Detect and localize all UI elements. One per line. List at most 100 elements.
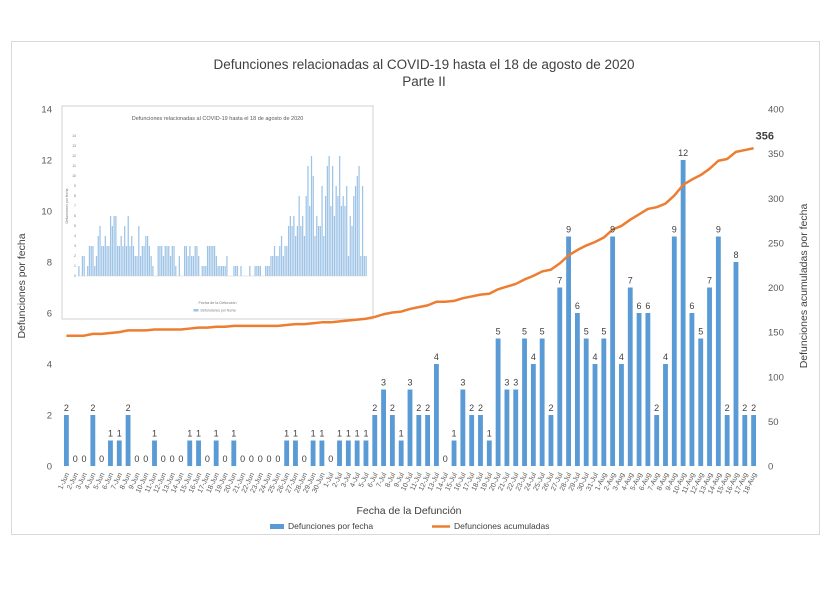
inset-bar <box>138 226 140 276</box>
inset-bar <box>280 236 283 276</box>
bar <box>610 236 616 466</box>
inset-bar <box>161 246 163 276</box>
bar <box>460 389 466 466</box>
inset-bar <box>136 256 138 276</box>
inset-bar <box>349 216 351 276</box>
inset-bar <box>316 216 318 276</box>
bar-value-label: 1 <box>196 429 201 439</box>
bar <box>108 440 113 466</box>
inset-bar <box>171 246 173 276</box>
inset-bar <box>314 236 316 276</box>
inset-bar <box>360 256 362 276</box>
bar-value-label: 3 <box>407 378 412 388</box>
bar-value-label: 6 <box>689 301 694 311</box>
bar <box>451 440 457 466</box>
bar-value-label: 1 <box>337 429 342 439</box>
inset-bar <box>361 186 364 276</box>
inset-background <box>61 105 374 320</box>
inset-bar <box>150 256 152 276</box>
bar-value-label: 0 <box>267 454 272 464</box>
inset-tick-label: 3 <box>74 244 76 248</box>
inset-bar <box>363 256 365 276</box>
bar-value-label: 0 <box>205 454 210 464</box>
inset-bar <box>365 256 367 276</box>
inset-bar <box>270 256 272 276</box>
bar <box>715 236 721 466</box>
bar <box>689 313 695 466</box>
right-tick-label: 200 <box>768 283 784 294</box>
bar <box>63 415 69 466</box>
bar <box>707 287 712 466</box>
bar <box>231 440 237 466</box>
inset-bar <box>189 246 191 276</box>
inset-bar <box>282 256 284 276</box>
cumulative-total-label: 356 <box>756 130 774 142</box>
inset-bar <box>208 246 210 276</box>
inset-bar <box>118 246 121 276</box>
bar <box>733 262 739 466</box>
bar <box>654 415 660 466</box>
inset-legend-label: Defunciones por fecha <box>201 309 236 313</box>
bar <box>566 236 572 466</box>
bar <box>601 338 607 466</box>
left-axis-title: Defunciones por fecha <box>16 233 28 338</box>
inset-bar <box>185 246 187 276</box>
bar-value-label: 0 <box>443 454 448 464</box>
bar <box>513 389 519 466</box>
inset-bar <box>265 266 267 276</box>
chart-subtitle: Parte II <box>402 74 446 89</box>
inset-bar <box>159 246 161 276</box>
inset-bar <box>326 166 328 276</box>
inset-bar <box>217 266 219 276</box>
bar <box>345 440 351 466</box>
inset-bar <box>127 216 129 276</box>
chart-frame: Defunciones relacionadas al COVID-19 has… <box>11 41 820 535</box>
inset-bar <box>305 196 307 276</box>
right-axis-title: Defunciones acumuladas por fecha <box>798 204 810 369</box>
bar-value-label: 5 <box>584 327 589 337</box>
inset-bar <box>226 256 228 276</box>
bar <box>381 389 386 466</box>
bar-value-label: 4 <box>434 352 439 362</box>
bar-value-label: 0 <box>170 454 175 464</box>
bar <box>742 415 748 466</box>
bar <box>698 338 704 466</box>
right-tick-label: 50 <box>768 417 779 428</box>
bar-value-label: 4 <box>619 352 624 362</box>
right-tick-label: 150 <box>768 328 784 339</box>
bar-value-label: 2 <box>478 403 483 413</box>
bar <box>425 415 431 466</box>
bar <box>592 364 598 466</box>
inset-bar <box>78 266 80 276</box>
inset-bar <box>117 246 119 276</box>
bar-value-label: 1 <box>399 429 404 439</box>
inset-bar <box>356 176 358 276</box>
inset-bar <box>109 216 112 276</box>
inset-bar <box>303 236 306 276</box>
inset-bar <box>256 266 258 276</box>
inset-tick-label: 2 <box>74 254 76 258</box>
bar-value-label: 8 <box>733 250 738 260</box>
bar-value-label: 6 <box>645 301 650 311</box>
inset-bar <box>90 246 92 276</box>
bar <box>539 338 545 466</box>
inset-bar <box>81 256 84 276</box>
legend-bar-label: Defunciones por fecha <box>288 521 373 531</box>
right-tick-label: 300 <box>768 194 784 205</box>
bar <box>363 440 369 466</box>
inset-bar <box>287 226 290 276</box>
bar <box>152 440 157 466</box>
bar <box>337 440 342 466</box>
inset-tick-label: 12 <box>72 154 76 158</box>
bar-value-label: 1 <box>487 429 492 439</box>
inset-bar <box>240 266 242 276</box>
inset-bar <box>122 246 124 276</box>
line-series <box>66 147 754 337</box>
inset-tick-label: 13 <box>72 144 76 148</box>
bar-value-label: 1 <box>284 429 289 439</box>
inset-bar <box>295 236 297 276</box>
inset-bar <box>198 256 200 276</box>
inset-bar <box>168 246 170 276</box>
bar-value-label: 2 <box>372 403 377 413</box>
bar-value-label: 6 <box>637 301 642 311</box>
